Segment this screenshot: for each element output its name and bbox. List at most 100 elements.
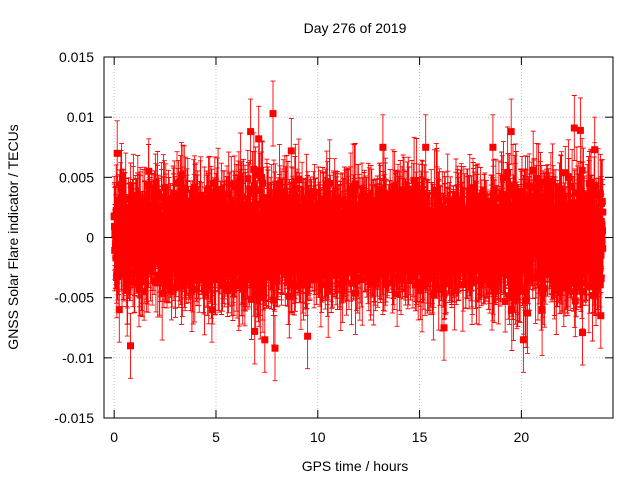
data-point <box>382 198 390 206</box>
data-point <box>535 270 543 278</box>
data-point <box>489 281 497 289</box>
data-point <box>115 273 123 281</box>
data-point <box>557 212 565 220</box>
data-point <box>242 276 249 284</box>
data-point <box>589 291 596 299</box>
data-point <box>429 291 437 299</box>
data-point <box>258 217 266 225</box>
data-point <box>580 219 588 227</box>
data-point <box>591 240 599 248</box>
data-point <box>127 342 134 350</box>
data-point <box>295 225 303 233</box>
data-point <box>599 208 607 216</box>
data-point <box>422 205 430 213</box>
data-point <box>239 264 246 272</box>
data-point <box>257 201 265 209</box>
data-point <box>271 203 279 211</box>
data-point <box>200 222 208 230</box>
data-point <box>556 185 564 193</box>
data-point <box>159 194 167 202</box>
data-point <box>375 246 383 254</box>
data-point <box>322 207 330 215</box>
data-point <box>244 175 252 183</box>
y-tick-label: -0.005 <box>54 290 94 306</box>
data-point <box>549 227 557 235</box>
data-point <box>209 205 217 213</box>
data-point <box>468 271 476 278</box>
data-point <box>265 272 273 280</box>
data-point <box>205 283 213 291</box>
data-point <box>293 193 301 201</box>
data-point <box>219 273 227 281</box>
data-point <box>219 195 227 203</box>
data-point <box>179 233 187 241</box>
data-point <box>572 281 580 289</box>
data-point <box>184 199 192 206</box>
data-point <box>558 261 566 269</box>
data-point <box>406 212 414 220</box>
data-point <box>549 240 557 248</box>
data-point <box>386 202 394 210</box>
data-point <box>377 259 384 267</box>
data-point <box>115 306 123 314</box>
data-point <box>290 253 298 261</box>
data-point <box>554 255 562 263</box>
data-point <box>536 184 544 192</box>
data-point <box>308 210 316 218</box>
data-point <box>191 203 199 211</box>
data-point <box>154 218 162 226</box>
data-point <box>165 270 173 278</box>
data-point <box>320 223 328 231</box>
data-point <box>140 217 148 225</box>
data-point <box>483 207 491 215</box>
data-point <box>512 263 520 271</box>
data-point <box>229 253 237 261</box>
data-point <box>416 287 424 295</box>
data-point <box>131 223 139 231</box>
data-point <box>571 222 579 230</box>
data-point <box>253 220 261 228</box>
data-point <box>570 199 578 207</box>
data-point <box>444 230 452 238</box>
data-point <box>495 265 503 273</box>
data-point <box>512 184 520 192</box>
data-point <box>559 194 567 202</box>
data-point <box>578 166 586 174</box>
data-point <box>354 228 362 236</box>
data-point <box>405 240 413 248</box>
data-point <box>237 193 245 201</box>
data-point <box>134 191 142 199</box>
data-point <box>506 245 514 253</box>
data-point <box>438 283 446 291</box>
data-point <box>347 189 355 197</box>
data-point <box>220 258 228 266</box>
data-point <box>421 247 429 255</box>
chart-title: Day 276 of 2019 <box>304 20 407 36</box>
y-tick-label: 0.01 <box>67 109 94 125</box>
data-point <box>135 241 143 249</box>
data-point <box>186 227 194 235</box>
data-point <box>474 267 482 275</box>
data-point <box>322 211 329 219</box>
data-point <box>112 245 120 252</box>
data-point <box>358 205 366 213</box>
data-point <box>420 275 428 283</box>
data-point <box>580 191 587 199</box>
data-point <box>130 269 138 277</box>
data-point <box>154 194 161 202</box>
axis-ticks: -0.015 -0.01 -0.005 0 0.005 0.01 0.015 0 5 10 15 20 <box>54 49 613 445</box>
data-point <box>395 226 403 234</box>
data-point <box>567 257 575 265</box>
data-point <box>209 219 217 227</box>
data-point <box>352 289 359 297</box>
data-point <box>434 197 442 205</box>
data-point <box>388 226 396 234</box>
data-point <box>376 186 384 194</box>
data-point <box>165 208 173 216</box>
data-point <box>515 277 523 285</box>
data-point <box>520 210 528 218</box>
data-point <box>140 288 148 296</box>
data-point <box>366 216 374 224</box>
data-point <box>252 214 260 222</box>
